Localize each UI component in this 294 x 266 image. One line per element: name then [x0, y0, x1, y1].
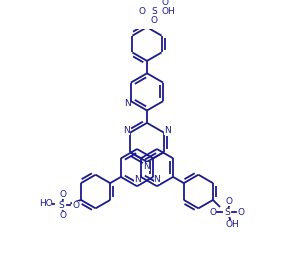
Text: N: N [164, 126, 171, 135]
Text: S: S [224, 208, 230, 217]
Text: O: O [225, 197, 233, 206]
Text: N: N [153, 175, 160, 184]
Text: S: S [59, 201, 64, 210]
Text: OH: OH [225, 220, 239, 229]
Text: N: N [134, 175, 141, 184]
Text: O: O [209, 208, 216, 217]
Text: O: O [72, 201, 79, 210]
Text: O: O [161, 0, 168, 7]
Text: O: O [60, 211, 67, 221]
Text: O: O [60, 190, 67, 199]
Text: N: N [123, 126, 130, 135]
Text: OH: OH [161, 7, 175, 16]
Text: HO: HO [39, 199, 52, 208]
Text: O: O [238, 208, 245, 217]
Text: N: N [144, 162, 150, 171]
Text: O: O [138, 7, 145, 16]
Text: S: S [151, 7, 157, 16]
Text: O: O [151, 16, 158, 25]
Text: N: N [124, 99, 131, 108]
